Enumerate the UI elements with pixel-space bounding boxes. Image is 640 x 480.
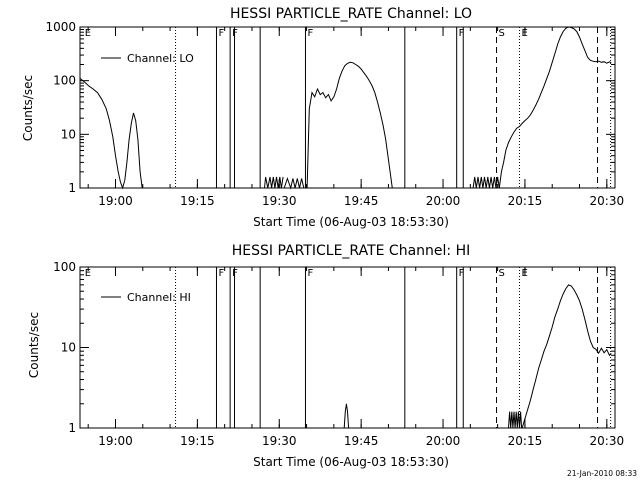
series-line-segment xyxy=(472,176,500,189)
series-line-segment xyxy=(124,112,143,189)
y-tick-label: 100 xyxy=(53,260,76,274)
chart-panel-hi: HESSI PARTICLE_RATE Channel: HI Start Ti… xyxy=(27,243,624,469)
x-tick-label: 19:45 xyxy=(344,194,379,208)
y-axis-label: Counts/sec xyxy=(21,75,35,141)
event-marker-label: E xyxy=(521,28,527,39)
y-tick-label: 1 xyxy=(68,421,76,435)
x-tick-label: 20:00 xyxy=(426,194,461,208)
x-tick-label: 20:00 xyxy=(426,434,461,448)
x-tick-label: 20:30 xyxy=(590,194,625,208)
y-tick-label: 1000 xyxy=(45,20,76,34)
event-marker-label: F xyxy=(307,268,313,279)
y-tick-label: 10 xyxy=(61,341,76,355)
event-marker-label: F xyxy=(232,268,238,279)
series-line-segment xyxy=(343,403,350,429)
event-marker-label: S xyxy=(499,28,505,39)
legend: Channel: LO xyxy=(101,52,194,65)
series-line-segment xyxy=(264,176,284,189)
y-axis-label: Counts/sec xyxy=(27,312,41,378)
event-marker-label: F xyxy=(459,28,465,39)
series-line-segment xyxy=(521,284,612,429)
x-tick-label: 19:30 xyxy=(262,194,297,208)
event-marker-label: F xyxy=(459,268,465,279)
event-marker-label: F xyxy=(307,28,313,39)
chart-title: HESSI PARTICLE_RATE Channel: HI xyxy=(232,243,470,259)
x-tick-label: 19:15 xyxy=(180,434,215,448)
chart-title: HESSI PARTICLE_RATE Channel: LO xyxy=(230,6,472,22)
series-line-segment xyxy=(79,78,126,190)
event-marker-label: F xyxy=(218,268,224,279)
x-axis-label: Start Time (06-Aug-03 18:53:30) xyxy=(253,215,449,229)
series-line-segment xyxy=(283,176,305,190)
x-tick-label: 19:15 xyxy=(180,194,215,208)
series-line-segment xyxy=(306,61,393,189)
x-tick-label: 20:15 xyxy=(508,194,543,208)
x-axis-label: Start Time (06-Aug-03 18:53:30) xyxy=(253,455,449,469)
timestamp-stamp: 21-Jan-2010 08:33 xyxy=(567,469,637,478)
x-tick-label: 20:30 xyxy=(590,434,625,448)
legend-label: Channel: HI xyxy=(127,291,191,304)
plot-frame xyxy=(79,26,616,189)
legend: Channel: HI xyxy=(101,291,191,304)
x-tick-label: 19:30 xyxy=(262,434,297,448)
x-tick-label: 19:00 xyxy=(98,194,133,208)
x-tick-label: 20:15 xyxy=(508,434,543,448)
legend-label: Channel: LO xyxy=(127,52,194,65)
event-marker-label: S xyxy=(499,268,505,279)
event-marker-label: E xyxy=(85,28,91,39)
event-marker-label: F xyxy=(218,28,224,39)
event-marker-label: E xyxy=(521,268,527,279)
event-marker-label: F xyxy=(232,28,238,39)
x-tick-label: 19:00 xyxy=(98,434,133,448)
y-tick-label: 10 xyxy=(61,127,76,141)
x-tick-label: 19:45 xyxy=(344,434,379,448)
chart-panel-lo: HESSI PARTICLE_RATE Channel: LO Start Ti… xyxy=(21,6,624,229)
series-line-segment xyxy=(498,26,612,189)
y-tick-label: 100 xyxy=(53,74,76,88)
series-line-segment xyxy=(508,411,523,429)
event-marker-label: E xyxy=(85,268,91,279)
y-tick-label: 1 xyxy=(68,181,76,195)
